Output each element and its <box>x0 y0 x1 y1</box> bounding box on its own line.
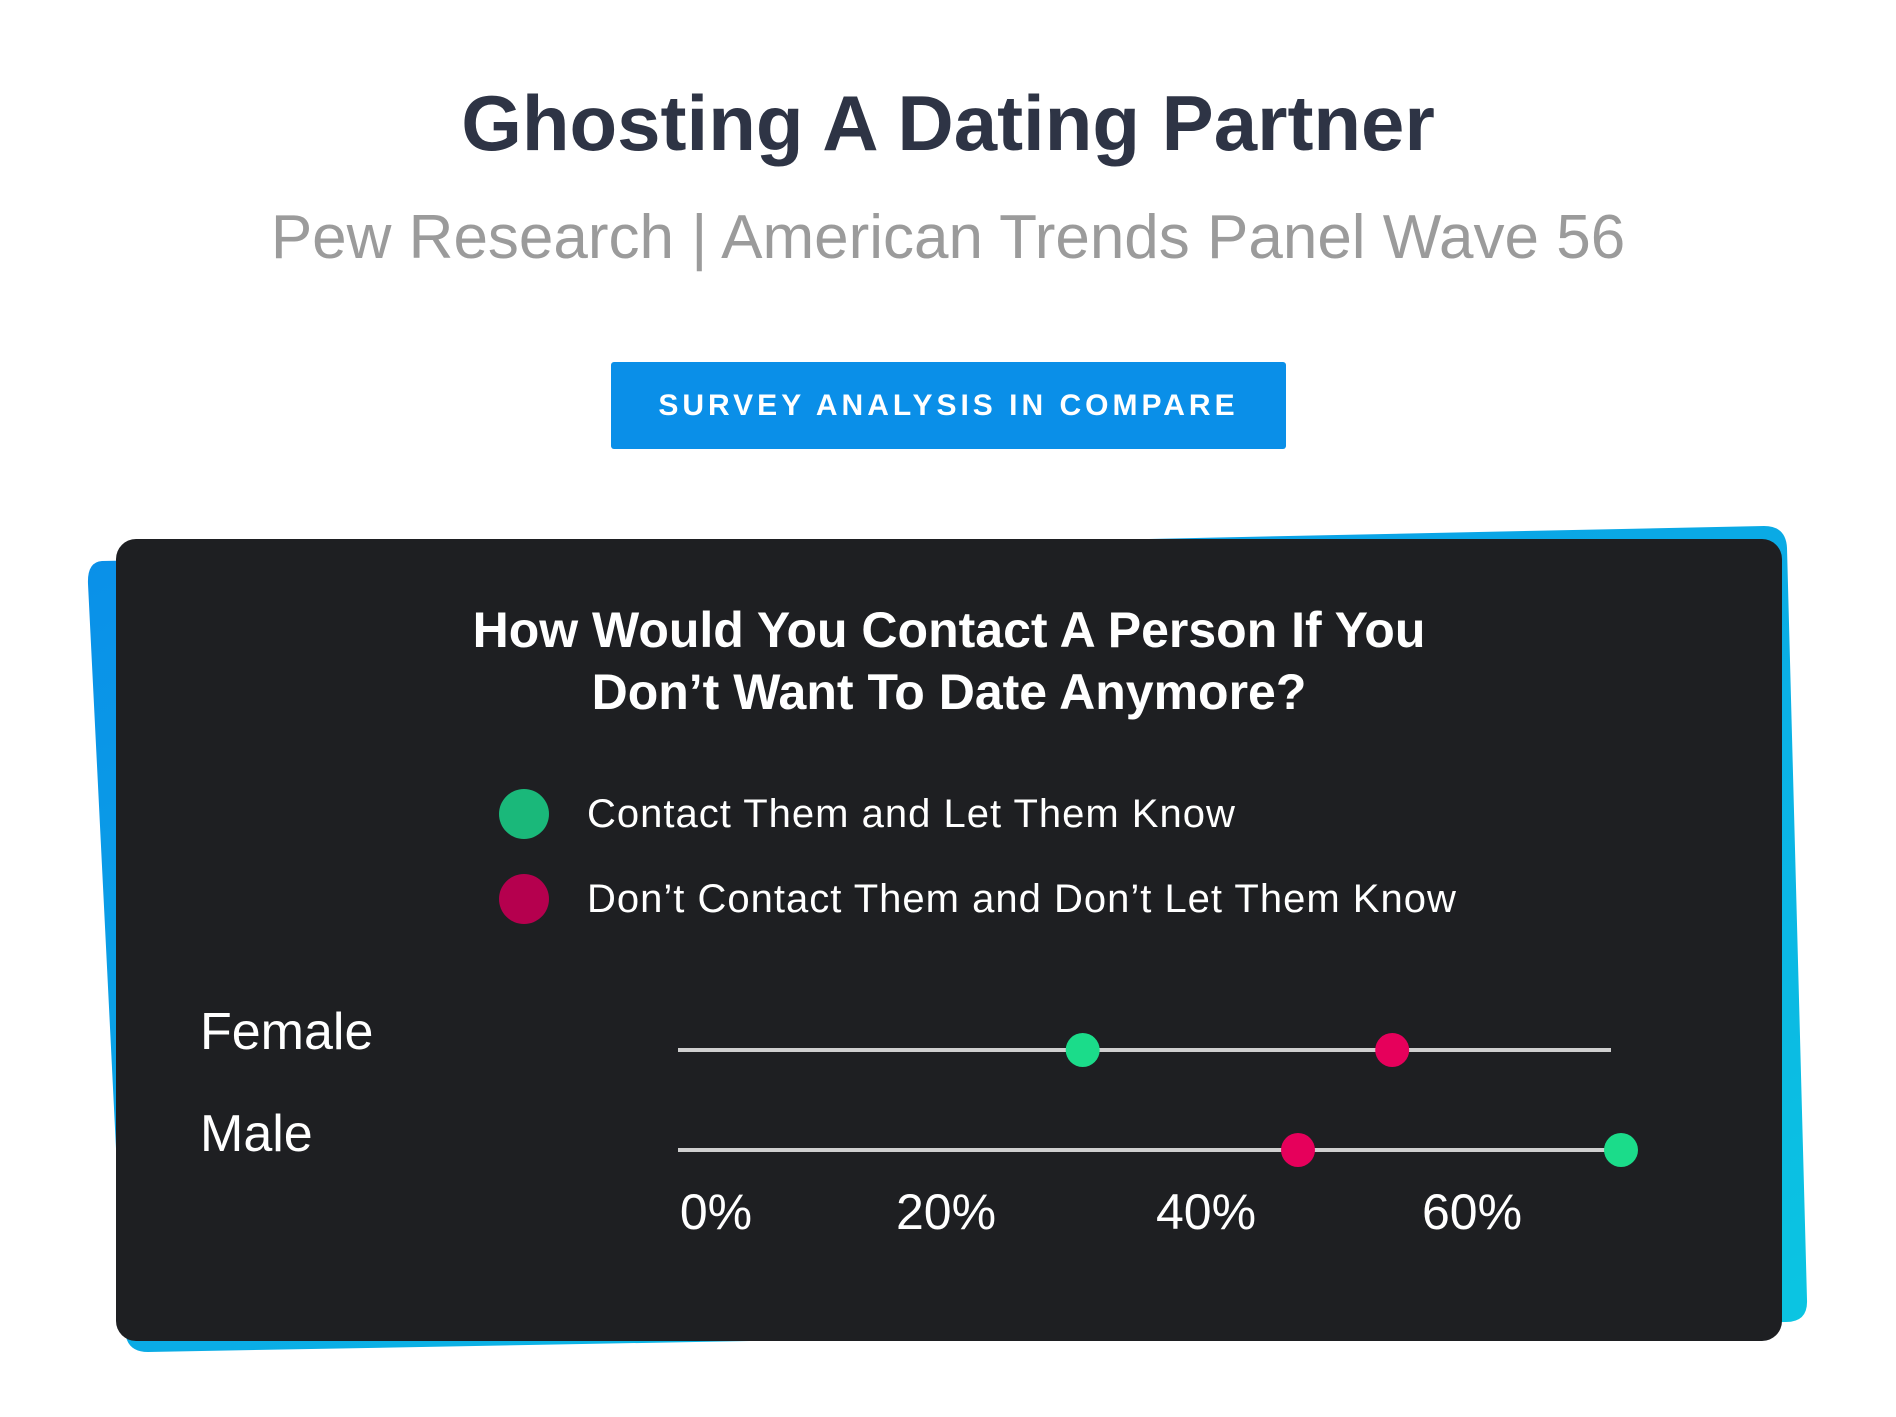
chart-title-line-2: Don’t Want To Date Anymore? <box>591 664 1307 720</box>
x-tick-40: 40% <box>1156 1184 1256 1240</box>
point-contact-male <box>1604 1133 1638 1167</box>
point-no-contact-female <box>1375 1033 1410 1067</box>
survey-analysis-button[interactable]: SURVEY ANALYSIS IN COMPARE <box>611 362 1286 449</box>
legend-label-no-contact: Don’t Contact Them and Don’t Let Them Kn… <box>587 876 1457 921</box>
page-title: Ghosting A Dating Partner <box>461 79 1435 167</box>
legend-item-no-contact: Don’t Contact Them and Don’t Let Them Kn… <box>499 874 1457 924</box>
category-label-male: Male <box>200 1105 313 1163</box>
legend-label-contact: Contact Them and Let Them Know <box>587 791 1236 836</box>
legend-item-contact: Contact Them and Let Them Know <box>499 789 1236 839</box>
category-label-female: Female <box>200 1003 373 1061</box>
chart-title-line-1: How Would You Contact A Person If You <box>472 602 1426 658</box>
legend-dot-contact <box>499 789 549 839</box>
x-tick-20: 20% <box>896 1184 996 1240</box>
chart-card: How Would You Contact A Person If You Do… <box>116 539 1782 1341</box>
page-subtitle: Pew Research | American Trends Panel Wav… <box>270 203 1626 272</box>
point-contact-female <box>1065 1033 1100 1067</box>
x-tick-60: 60% <box>1422 1184 1522 1240</box>
legend-dot-no-contact <box>499 874 549 924</box>
chart-title: How Would You Contact A Person If You Do… <box>116 599 1782 723</box>
x-tick-0: 0% <box>680 1184 752 1240</box>
point-no-contact-male <box>1281 1133 1315 1167</box>
dot-plot: Female Male 0% 20% 40% 60% <box>200 1003 1638 1240</box>
